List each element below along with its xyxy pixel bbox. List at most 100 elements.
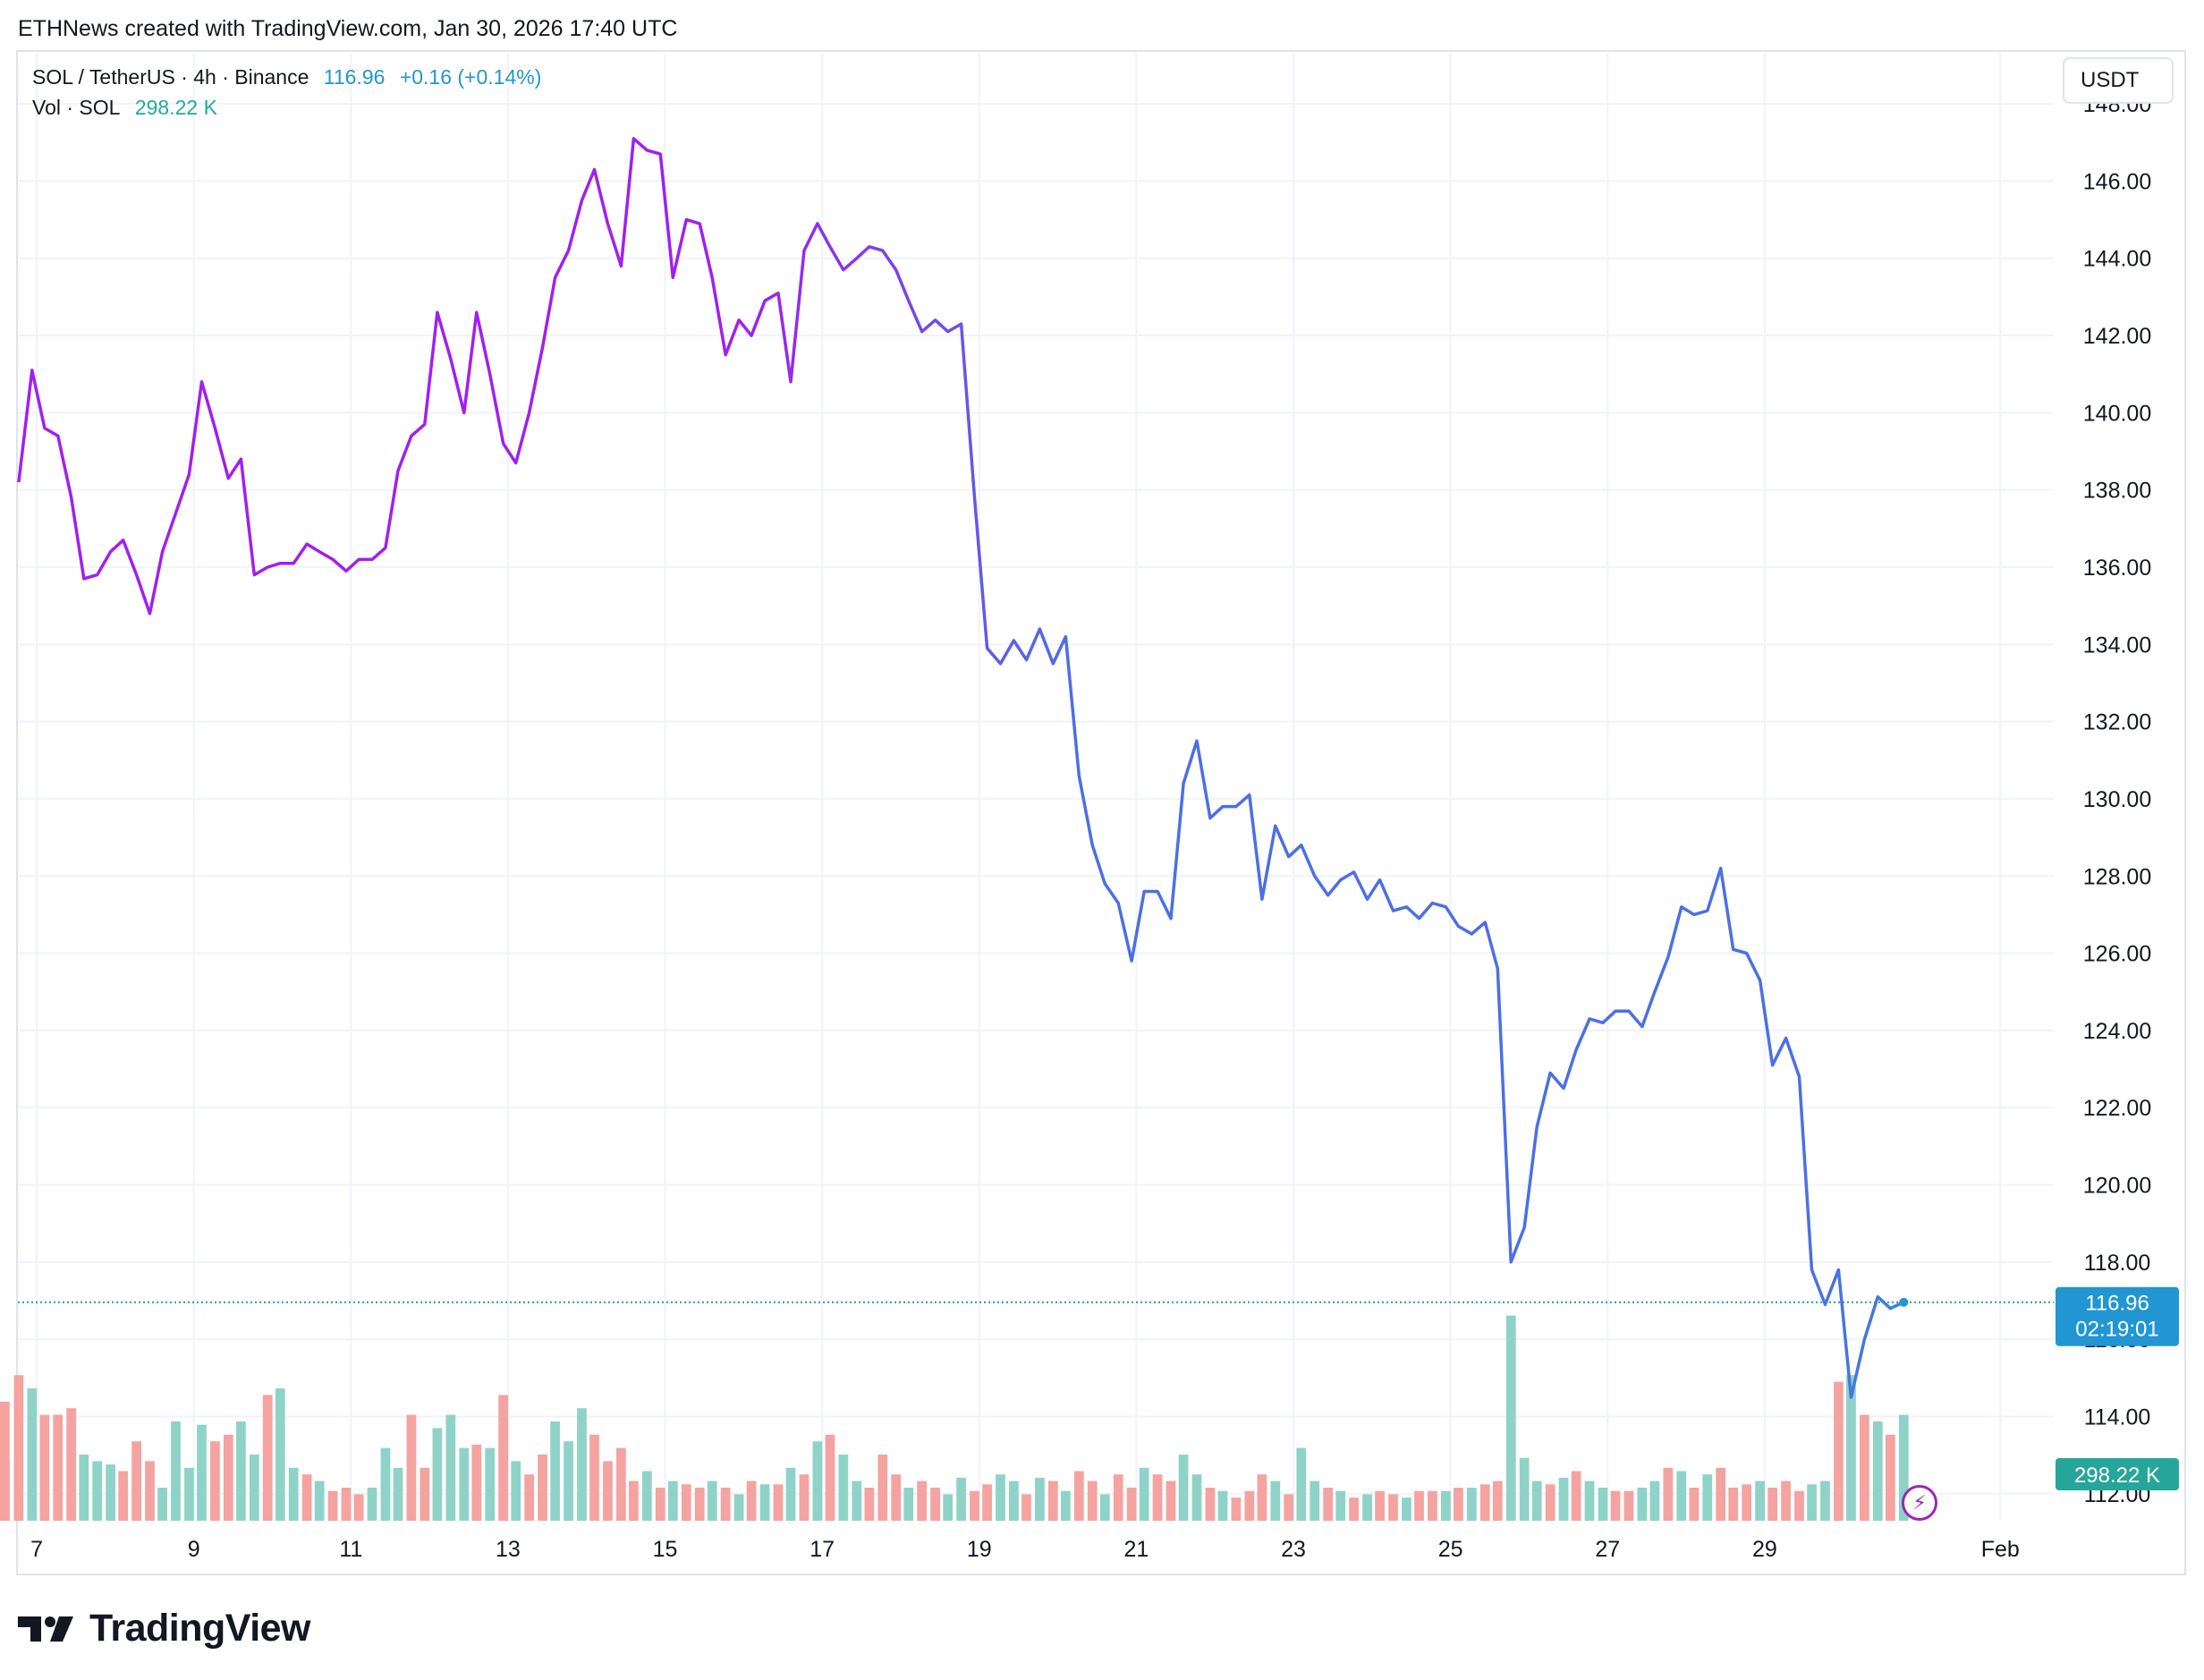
volume-bar [145,1461,155,1521]
volume-bar [131,1441,141,1521]
price-tick-label: 146.00 [2083,169,2151,194]
time-axis: 7 9 11 13 15 17 19 21 23 25 27 29 Feb [30,1537,2020,1562]
volume-bar [171,1421,181,1521]
volume-bar [1428,1490,1437,1521]
last-price: 116.96 [323,65,386,89]
volume-bar [550,1421,560,1521]
volume-bar [629,1481,639,1521]
volume-bar [1610,1490,1621,1521]
lightning-icon[interactable]: ⚡ [1902,1485,1937,1521]
grid-lines [18,54,2054,1521]
tradingview-logo-icon [18,1616,73,1642]
volume-bar [891,1474,902,1521]
symbol-legend[interactable]: SOL / TetherUS · 4h · Binance 116.96 +0.… [32,65,550,89]
tradingview-wordmark: TradingView [89,1607,311,1650]
volume-bar [445,1414,456,1521]
last-price-dot [1899,1297,1909,1307]
volume-bar [1767,1488,1778,1521]
volume-bar [785,1467,796,1521]
volume-bar [1073,1471,1084,1521]
volume-bar [498,1395,509,1521]
volume-bar [1807,1484,1817,1521]
price-tick-label: 128.00 [2083,864,2151,889]
volume-bar [930,1488,940,1521]
volume-bar [917,1481,928,1521]
volume-bar [1166,1481,1176,1521]
volume-bar [92,1461,103,1521]
price-tick-label: 142.00 [2083,324,2151,349]
volume-bar [1388,1494,1398,1521]
volume-bar [157,1488,167,1521]
volume-bar [1087,1481,1098,1521]
volume-bar [79,1455,89,1521]
volume-tag-value: 298.22 K [2074,1464,2160,1488]
time-tick-label: 19 [967,1537,992,1562]
volume-bar [1479,1484,1490,1521]
volume-bar [341,1488,352,1521]
volume-bar [1505,1315,1516,1521]
currency-unit-button[interactable]: USDT [2063,57,2174,104]
last-price-tag [2056,1286,2179,1346]
volume-bar [1794,1490,1804,1521]
volume-value: 298.22 K [134,96,217,119]
volume-bar [1362,1494,1372,1521]
volume-legend[interactable]: Vol · SOL 298.22 K [32,96,226,120]
volume-bar [1126,1488,1137,1521]
volume-bar [641,1471,652,1521]
volume-bar [956,1477,966,1521]
volume-bar [249,1455,259,1521]
volume-bar [720,1488,731,1521]
volume-bar [1702,1474,1713,1521]
volume-bar [118,1471,129,1521]
volume-bar [106,1464,115,1521]
volume-bar [1113,1474,1123,1521]
volume-bar [707,1481,717,1521]
tradingview-logo: TradingView [18,1607,311,1650]
volume-bar [1270,1481,1281,1521]
volume-bar [1663,1467,1674,1521]
price-tick-label: 136.00 [2083,556,2151,581]
volume-bar [812,1441,823,1521]
price-tick-label: 144.00 [2083,247,2151,272]
bar-countdown: 02:19:01 [2075,1318,2158,1342]
volume-bar [1834,1381,1844,1521]
volume-bar [197,1424,207,1521]
volume-bar [1454,1488,1463,1521]
volume-bar [1637,1488,1648,1521]
volume-bar [799,1474,810,1521]
volume-bar [367,1488,377,1521]
volume-bar [681,1484,691,1521]
volume-bar [511,1461,521,1521]
volume-bar [1545,1484,1556,1521]
volume-bar [1335,1490,1346,1521]
price-tick-label: 134.00 [2083,632,2151,658]
volume-bar [1558,1477,1569,1521]
volume-bar [589,1434,599,1521]
volume-bar [1060,1490,1071,1521]
price-tick-label: 122.00 [2083,1096,2151,1121]
volume-bar [380,1447,391,1521]
volume-bar [603,1461,613,1521]
price-tick-label: 118.00 [2084,1251,2151,1276]
volume-bar [773,1484,784,1521]
volume-bar [1689,1488,1700,1521]
volume-bar [1296,1447,1307,1521]
volume-bar [1440,1490,1451,1521]
volume-bar [406,1414,417,1521]
volume-bar [982,1484,992,1521]
volume-bar [852,1481,862,1521]
last-price-tag-value: 116.96 [2085,1292,2149,1316]
volume-bar [970,1490,979,1521]
volume-bar [1035,1477,1045,1521]
time-tick-label: 27 [1595,1537,1620,1562]
volume-bar [1257,1474,1267,1521]
volume-bar [223,1434,233,1521]
price-tick-label: 120.00 [2083,1174,2151,1199]
symbol-name: SOL / TetherUS · 4h · Binance [32,65,309,89]
volume-bar [1205,1488,1216,1521]
time-tick-label: 13 [496,1537,521,1562]
volume-bar [759,1484,770,1521]
time-tick-label: Feb [1981,1537,2020,1562]
volume-bar [733,1494,744,1521]
